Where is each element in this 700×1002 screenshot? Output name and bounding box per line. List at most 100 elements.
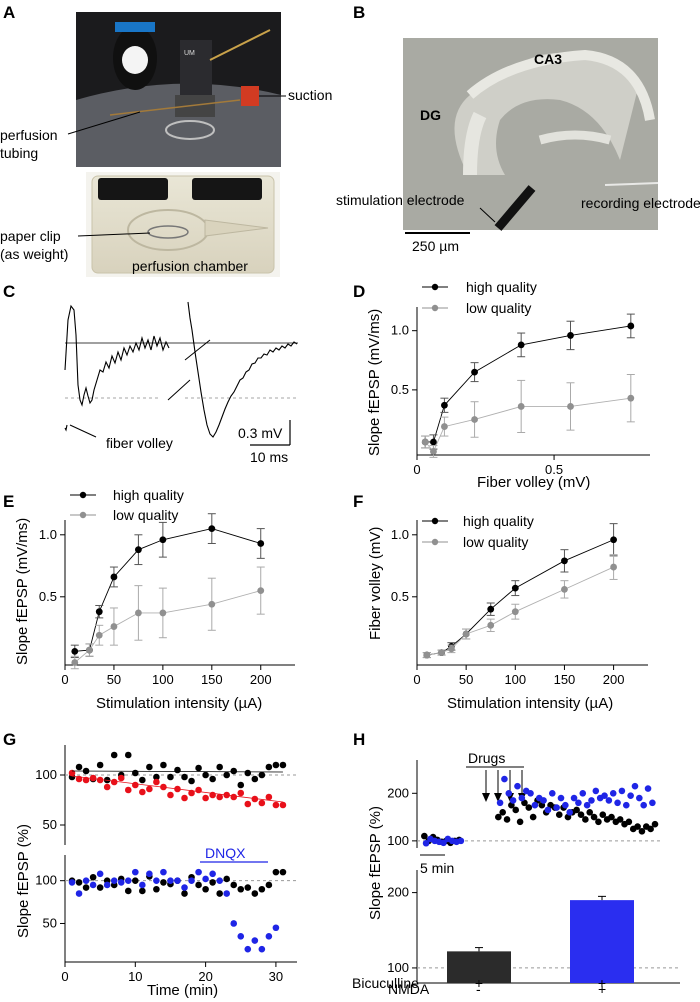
data-point-black <box>139 776 146 784</box>
data-point-black <box>124 751 132 759</box>
y-tick-label: 100 <box>387 833 409 848</box>
data-point-blue <box>223 890 230 897</box>
data-point-low <box>487 621 495 629</box>
data-point-blue <box>518 794 526 802</box>
data-point-black <box>209 879 216 886</box>
data-point-black <box>265 763 273 771</box>
data-point-low <box>423 651 431 659</box>
data-point-black <box>516 818 524 826</box>
data-point-low <box>71 659 79 666</box>
data-point-black <box>209 775 216 783</box>
data-point-black <box>181 890 188 897</box>
x-tick-label: 100 <box>152 672 174 687</box>
data-point-blue <box>265 933 273 940</box>
data-point-blue <box>605 797 613 804</box>
label-scale-mv: 0.3 mV <box>238 425 283 441</box>
chart-e-xlabel: Stimulation intensity (µA) <box>96 695 262 712</box>
data-point-low <box>471 416 478 423</box>
data-point-red <box>153 778 160 786</box>
data-point-blue <box>627 792 634 799</box>
data-point-red <box>110 778 118 786</box>
data-point-black <box>132 769 139 777</box>
data-point-blue <box>557 794 565 802</box>
data-point-black <box>634 823 641 830</box>
data-point-low <box>441 423 448 430</box>
chart-f-legend: high quality low quality <box>422 513 534 550</box>
data-point-low <box>86 646 93 654</box>
data-point-black <box>512 806 520 814</box>
data-point-black <box>599 811 607 819</box>
label-dg: DG <box>420 107 441 123</box>
nmda-sign: + <box>598 981 607 997</box>
data-point-red <box>279 801 287 809</box>
data-point-red <box>244 800 252 808</box>
chart-h-top: Drugs 5 min 100 200 <box>387 750 660 876</box>
panel-labels: A B C D E F G H <box>3 3 365 749</box>
data-point-blue <box>103 881 111 889</box>
data-point-black <box>573 806 580 814</box>
label-recording-electrode: recording electrode <box>581 195 700 211</box>
panel-label-d: D <box>353 282 365 301</box>
data-point-black <box>244 884 252 891</box>
label-perfusion-tubing-2: tubing <box>0 145 38 161</box>
y-tick-label: 200 <box>387 885 409 900</box>
legend-low-f: low quality <box>463 534 528 550</box>
x-tick-label: 150 <box>554 672 576 687</box>
series-line-low <box>426 566 614 656</box>
nmda-row: NMDA - + <box>388 976 688 1000</box>
chart-e-ylabel: Slope fEPSP (mV/ms) <box>14 518 31 665</box>
data-point-black <box>195 881 202 889</box>
data-point-blue <box>216 877 223 884</box>
label-paper-clip-1: paper clip <box>0 228 61 244</box>
data-point-red <box>117 774 125 782</box>
data-point-high <box>627 322 635 330</box>
chart-f-ylabel: Fiber volley (mV) <box>367 527 384 640</box>
data-point-low <box>448 645 455 653</box>
data-point-black <box>258 771 266 779</box>
data-point-blue <box>132 868 139 876</box>
data-point-low <box>159 609 167 617</box>
data-point-blue <box>575 799 582 807</box>
data-point-blue <box>588 797 595 804</box>
x-tick-label: 20 <box>198 969 212 984</box>
data-point-blue <box>570 794 578 802</box>
data-point-high <box>610 536 617 544</box>
x-tick-label: 30 <box>269 969 283 984</box>
data-point-high <box>441 401 448 409</box>
data-point-red <box>230 793 238 801</box>
data-point-blue <box>82 877 90 884</box>
data-point-black <box>647 825 654 833</box>
data-point-blue <box>592 787 600 795</box>
chart-g-xlabel: Time (min) <box>147 982 218 999</box>
panel-b-annotations: CA3 DG stimulation electrode recording e… <box>336 51 700 254</box>
data-point-red <box>96 776 104 784</box>
data-point-blue <box>258 945 266 953</box>
data-point-low <box>438 649 445 656</box>
data-point-blue <box>583 801 591 809</box>
label-paper-clip-2: (as weight) <box>0 246 68 262</box>
data-point-blue <box>644 785 652 792</box>
data-point-black <box>265 881 273 889</box>
data-point-blue <box>440 839 447 847</box>
data-point-red <box>103 783 111 791</box>
data-point-blue <box>188 877 195 884</box>
data-point-blue <box>540 797 547 804</box>
y-tick-label: 100 <box>35 767 57 782</box>
label-dnqx: DNQX <box>205 845 246 861</box>
chart-d-marks: 0 0.5 0.5 1.0 <box>391 313 635 477</box>
y-tick-label: 1.0 <box>391 527 409 542</box>
x-tick-label: 10 <box>128 969 142 984</box>
data-point-red <box>146 785 153 793</box>
y-tick-label: 200 <box>387 785 409 800</box>
data-point-black <box>651 820 659 828</box>
data-point-black <box>258 885 266 893</box>
drug-arrowhead <box>482 793 490 802</box>
panel-label-e: E <box>3 492 14 511</box>
data-point-blue <box>96 870 104 878</box>
data-point-low <box>561 585 568 593</box>
data-point-low <box>610 563 617 571</box>
data-point-black <box>160 761 167 769</box>
data-point-black <box>124 887 132 895</box>
data-point-blue <box>544 806 552 814</box>
data-point-low <box>627 394 635 402</box>
